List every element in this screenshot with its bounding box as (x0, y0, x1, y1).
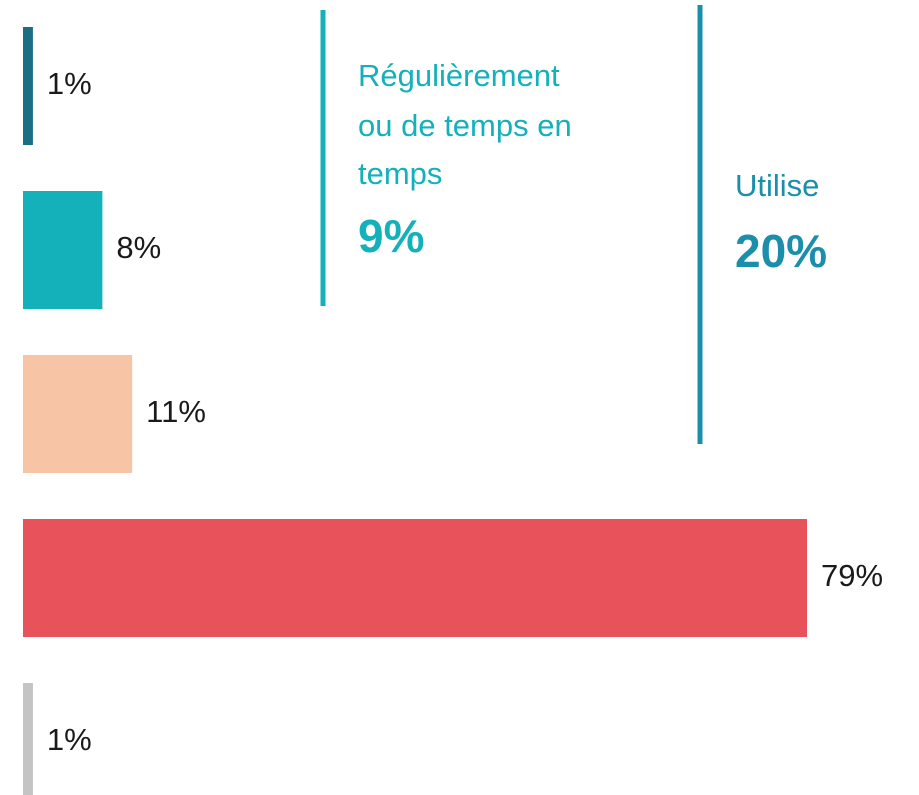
value-label: 1% (47, 722, 92, 757)
annotation-value: 9% (358, 210, 424, 262)
annotation-value: 20% (735, 225, 827, 277)
bar (23, 683, 33, 795)
annotation-text: ou de temps en (358, 108, 572, 143)
bar (23, 519, 807, 637)
annotation-text: temps (358, 156, 442, 191)
annotation-text: Régulièrement (358, 58, 560, 93)
bar (23, 191, 103, 309)
value-label: 1% (47, 66, 92, 101)
value-label: 8% (116, 230, 161, 265)
bar (23, 355, 133, 473)
bar (23, 27, 33, 145)
value-label: 11% (146, 394, 206, 429)
annotation-text: Utilise (735, 168, 819, 203)
value-label: 79% (821, 558, 883, 593)
